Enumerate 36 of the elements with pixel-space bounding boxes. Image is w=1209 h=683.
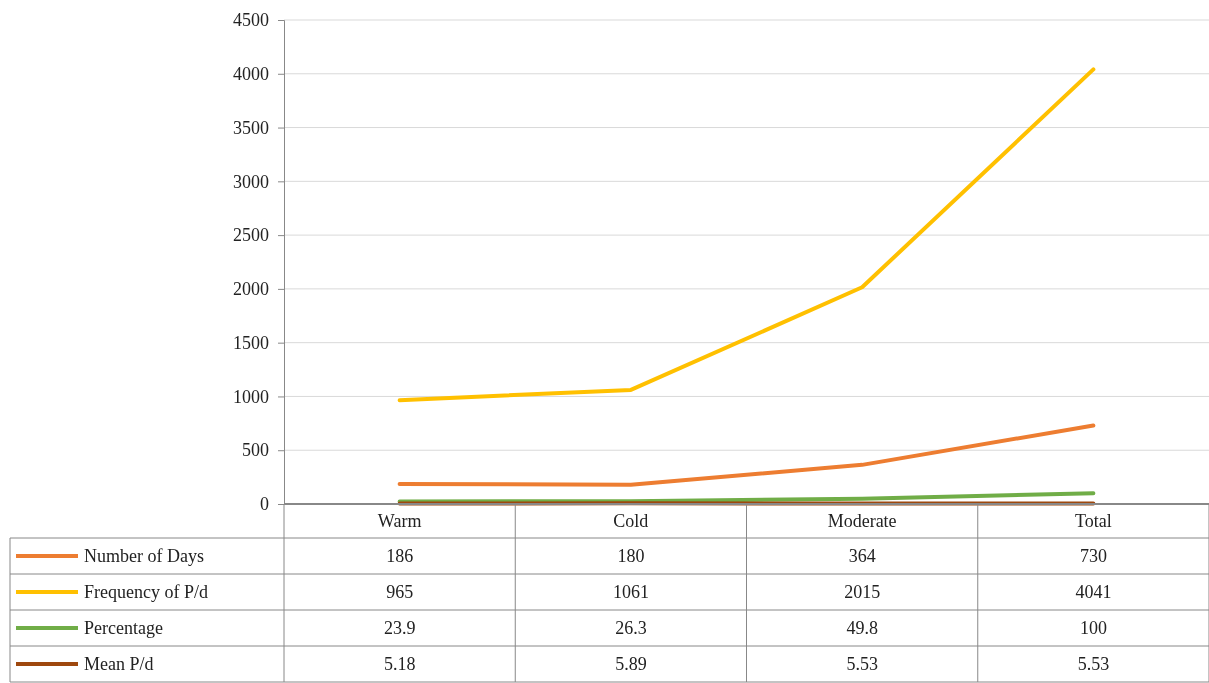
data-label: 49.8 (846, 618, 878, 638)
data-label: 4041 (1075, 582, 1112, 602)
data-label: 100 (1079, 618, 1107, 638)
y-tick-label: 1500 (233, 332, 269, 353)
data-label: 5.53 (1077, 654, 1110, 674)
legend-label: Percentage (84, 618, 163, 638)
legend-label: Frequency of P/d (84, 582, 208, 602)
data-label: 180 (617, 546, 645, 566)
data-label: 730 (1079, 546, 1107, 566)
data-label: 5.18 (383, 654, 416, 674)
x-tick-label: Cold (613, 511, 649, 531)
data-label: 2015 (844, 582, 881, 602)
data-label: 186 (386, 546, 414, 566)
data-label: 26.3 (615, 618, 647, 638)
x-tick-label: Total (1075, 511, 1112, 531)
legend-label: Mean P/d (84, 654, 154, 674)
y-tick-label: 4500 (233, 10, 269, 31)
line-series (397, 67, 1096, 403)
data-label: 5.89 (615, 654, 647, 674)
y-tick-label: 2500 (233, 225, 269, 246)
x-tick-label: Warm (377, 511, 422, 531)
data-label: 23.9 (383, 618, 416, 638)
data-label: 965 (386, 582, 414, 602)
y-tick-label: 1000 (233, 386, 269, 407)
y-tick-label: 3000 (233, 171, 269, 192)
legend-label: Number of Days (84, 546, 204, 566)
y-tick-label: 4000 (233, 64, 269, 85)
data-label: 1061 (612, 582, 649, 602)
data-label: 5.53 (846, 654, 878, 674)
y-tick-label: 3500 (233, 117, 269, 138)
y-tick-label: 2000 (233, 279, 269, 300)
y-tick-label: 500 (242, 440, 269, 461)
x-tick-label: Moderate (827, 511, 897, 531)
y-tick-label: 0 (260, 494, 269, 515)
data-label: 364 (848, 546, 876, 566)
line-series (397, 423, 1096, 487)
